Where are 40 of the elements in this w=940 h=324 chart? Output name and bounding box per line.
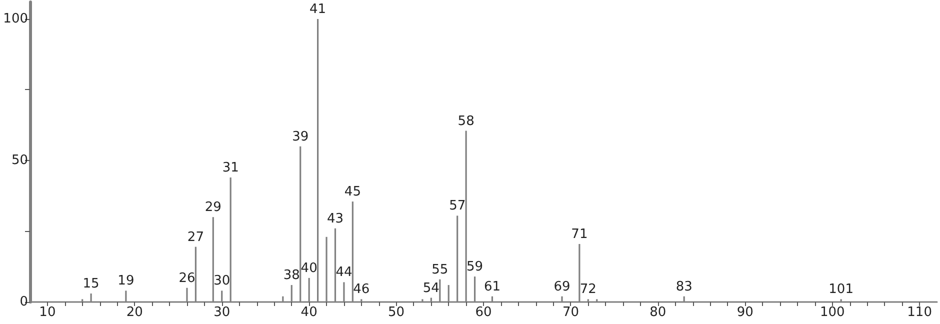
annotation: 31 <box>222 160 239 176</box>
annotation: 58 <box>458 114 474 129</box>
annotation: 41 <box>310 2 326 17</box>
annotation: 30 <box>214 274 230 289</box>
x-tick-label: 30 <box>214 305 230 320</box>
x-tick-label: 100 <box>820 305 845 320</box>
annotation: 15 <box>82 276 100 292</box>
annotation: 72 <box>580 282 596 298</box>
x-tick-label: 80 <box>650 305 666 320</box>
annotation: 61 <box>484 279 500 294</box>
annotation: 40 <box>300 260 318 276</box>
annotation: 27 <box>187 230 204 245</box>
x-tick-label: 20 <box>126 305 143 320</box>
annotation: 69 <box>554 279 570 294</box>
y-tick-label: 100 <box>3 11 28 26</box>
x-tick-label: 40 <box>300 305 318 320</box>
annotation: 101 <box>828 282 854 298</box>
annotation: 39 <box>292 129 309 144</box>
annotation: 57 <box>449 198 466 214</box>
x-tick-label: 70 <box>562 305 579 320</box>
x-tick-label: 110 <box>907 305 932 320</box>
annotation: 83 <box>676 279 692 294</box>
annotation: 29 <box>204 200 222 216</box>
x-tick-label: 60 <box>475 305 492 320</box>
annotation: 54 <box>422 280 440 296</box>
annotation: 71 <box>571 226 588 242</box>
x-tick-label: 90 <box>736 305 754 320</box>
annotation: 59 <box>466 260 484 275</box>
x-tick-label: 10 <box>39 305 56 320</box>
annotation: 43 <box>326 211 344 226</box>
x-tick-label: 50 <box>388 305 405 320</box>
annotation: 45 <box>344 184 361 200</box>
annotation: 46 <box>353 282 370 298</box>
annotation: 26 <box>178 270 196 286</box>
y-tick-label: 0 <box>20 294 28 310</box>
y-tick-label: 50 <box>11 152 28 168</box>
annotation: 19 <box>118 274 134 289</box>
annotation: 38 <box>283 268 300 284</box>
annotation: 55 <box>432 262 448 278</box>
annotation: 44 <box>336 265 352 280</box>
